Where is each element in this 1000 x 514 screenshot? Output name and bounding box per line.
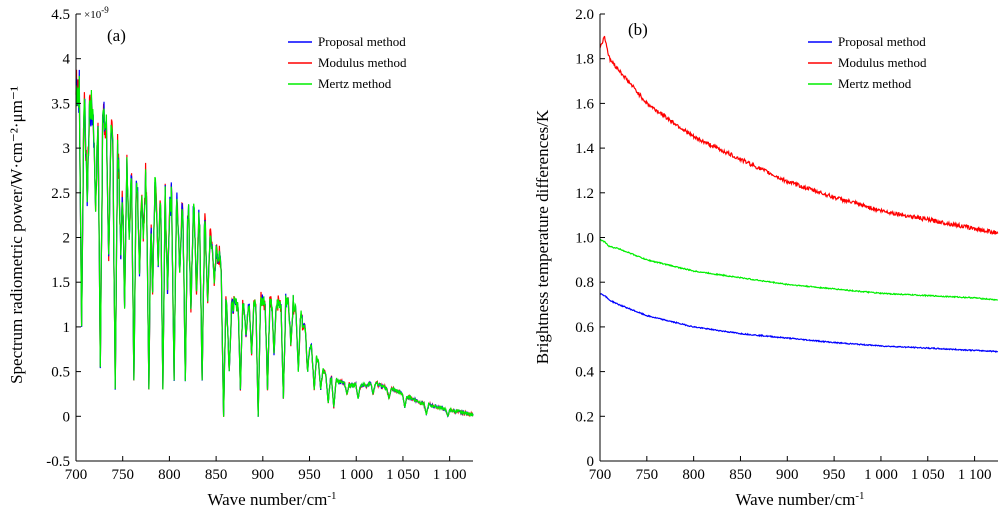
panel-b: 700 750 800 850 900 950 1 000 1 050 1 100 0 0.2 0.… bbox=[533, 7, 999, 509]
series-proposal-method bbox=[599, 292, 999, 353]
panel-b-y-ticks: 0 0.2 0.4 0.6 0.8 1.0 1.2 1.4 1.6 1.8 2.0 bbox=[575, 7, 605, 470]
panel-b-y-tick-label: 1.8 bbox=[575, 52, 594, 68]
legend-label: Proposal method bbox=[318, 34, 406, 49]
panel-b-y-tick-label: 0 bbox=[587, 454, 595, 470]
panel-b-x-tick-label: 1 000 bbox=[864, 467, 898, 483]
panel-a-y-ticks: -0.5 0 0.5 1 1.5 2 2.5 3 3.5 4 4.5 bbox=[46, 7, 81, 470]
panel-b-x-tick-label: 850 bbox=[729, 467, 752, 483]
legend-label: Modulus method bbox=[838, 55, 927, 70]
panel-a-multiplier: ×10-9 bbox=[84, 5, 109, 21]
panel-a-y-tick-label: 2 bbox=[63, 231, 71, 247]
panel-b-x-tick-label: 800 bbox=[682, 467, 705, 483]
legend-label: Mertz method bbox=[318, 76, 392, 91]
panel-b-y-tick-label: 1.2 bbox=[575, 186, 594, 202]
panel-a-y-tick-label: 4.5 bbox=[51, 7, 70, 23]
legend-label: Proposal method bbox=[838, 34, 926, 49]
panel-a-x-tick-label: 950 bbox=[298, 467, 321, 483]
panel-a-x-tick-label: 800 bbox=[158, 467, 181, 483]
panel-b-x-tick-label: 900 bbox=[776, 467, 799, 483]
panel-a-series bbox=[75, 69, 474, 418]
panel-b-x-ticks: 700 750 800 850 900 950 1 000 1 050 1 100 bbox=[589, 456, 992, 483]
panel-a-x-ticks: 700 750 800 850 900 950 1 000 1 050 1 100 bbox=[65, 456, 467, 483]
panel-b-y-tick-label: 0.8 bbox=[575, 275, 594, 291]
panel-b-x-tick-label: 700 bbox=[589, 467, 612, 483]
panel-a-x-tick-label: 1 100 bbox=[433, 467, 467, 483]
panel-b-x-axis-label: Wave number/cm-1 bbox=[735, 490, 864, 509]
panel-a-x-tick-label: 750 bbox=[111, 467, 134, 483]
panel-a-y-tick-label: 4 bbox=[63, 52, 71, 68]
panel-a-y-tick-label: 3.5 bbox=[51, 96, 70, 112]
panel-a-x-tick-label: 850 bbox=[205, 467, 228, 483]
panel-b-legend: Proposal method Modulus method Mertz metho… bbox=[808, 34, 927, 91]
panel-a-x-tick-label: 900 bbox=[252, 467, 275, 483]
legend-label: Mertz method bbox=[838, 76, 912, 91]
panel-b-y-tick-label: 1.6 bbox=[575, 96, 594, 112]
panel-b-y-axis-label: Brightness temperature differences/K bbox=[533, 109, 552, 364]
panel-a-y-tick-label: -0.5 bbox=[46, 454, 70, 470]
panel-b-y-tick-label: 0.2 bbox=[575, 409, 594, 425]
panel-a: 700 750 800 850 900 950 1 000 1 050 1 100 -0.5 0 0… bbox=[7, 5, 474, 509]
panel-a-y-tick-label: 0.5 bbox=[51, 365, 70, 381]
series-mertz-method bbox=[599, 238, 998, 301]
panel-b-y-tick-label: 1.0 bbox=[575, 231, 594, 247]
panel-a-x-tick-label: 1 050 bbox=[386, 467, 420, 483]
panel-b-x-tick-label: 1 100 bbox=[958, 467, 992, 483]
legend-label: Modulus method bbox=[318, 55, 407, 70]
panel-b-y-tick-label: 0.4 bbox=[575, 365, 594, 381]
panel-a-y-tick-label: 1.5 bbox=[51, 275, 70, 291]
panel-a-y-tick-label: 1 bbox=[63, 320, 71, 336]
panel-b-x-tick-label: 950 bbox=[823, 467, 846, 483]
panel-a-y-tick-label: 2.5 bbox=[51, 186, 70, 202]
panel-b-x-tick-label: 1 050 bbox=[911, 467, 945, 483]
panel-a-y-tick-label: 0 bbox=[63, 409, 71, 425]
panel-a-y-axis-label: Spectrum radiometric power/W·cm⁻²·μm⁻¹ bbox=[7, 86, 26, 384]
panel-b-y-tick-label: 0.6 bbox=[575, 320, 594, 336]
series-modulus-method bbox=[599, 35, 999, 235]
panel-a-x-axis-label: Wave number/cm-1 bbox=[207, 490, 336, 509]
panel-b-series bbox=[599, 35, 999, 353]
panel-b-y-tick-label: 1.4 bbox=[575, 141, 594, 157]
panel-a-x-tick-label: 1 000 bbox=[339, 467, 373, 483]
panel-b-x-tick-label: 750 bbox=[636, 467, 659, 483]
panel-a-y-tick-label: 3 bbox=[63, 141, 71, 157]
panel-b-y-tick-label: 2.0 bbox=[575, 7, 594, 23]
series-mertz-method bbox=[75, 75, 474, 418]
panel-b-label: (b) bbox=[628, 20, 648, 39]
panel-a-label: (a) bbox=[107, 26, 126, 45]
panel-a-legend: Proposal method Modulus method Mertz metho… bbox=[288, 34, 407, 91]
panel-a-x-tick-label: 700 bbox=[65, 467, 88, 483]
